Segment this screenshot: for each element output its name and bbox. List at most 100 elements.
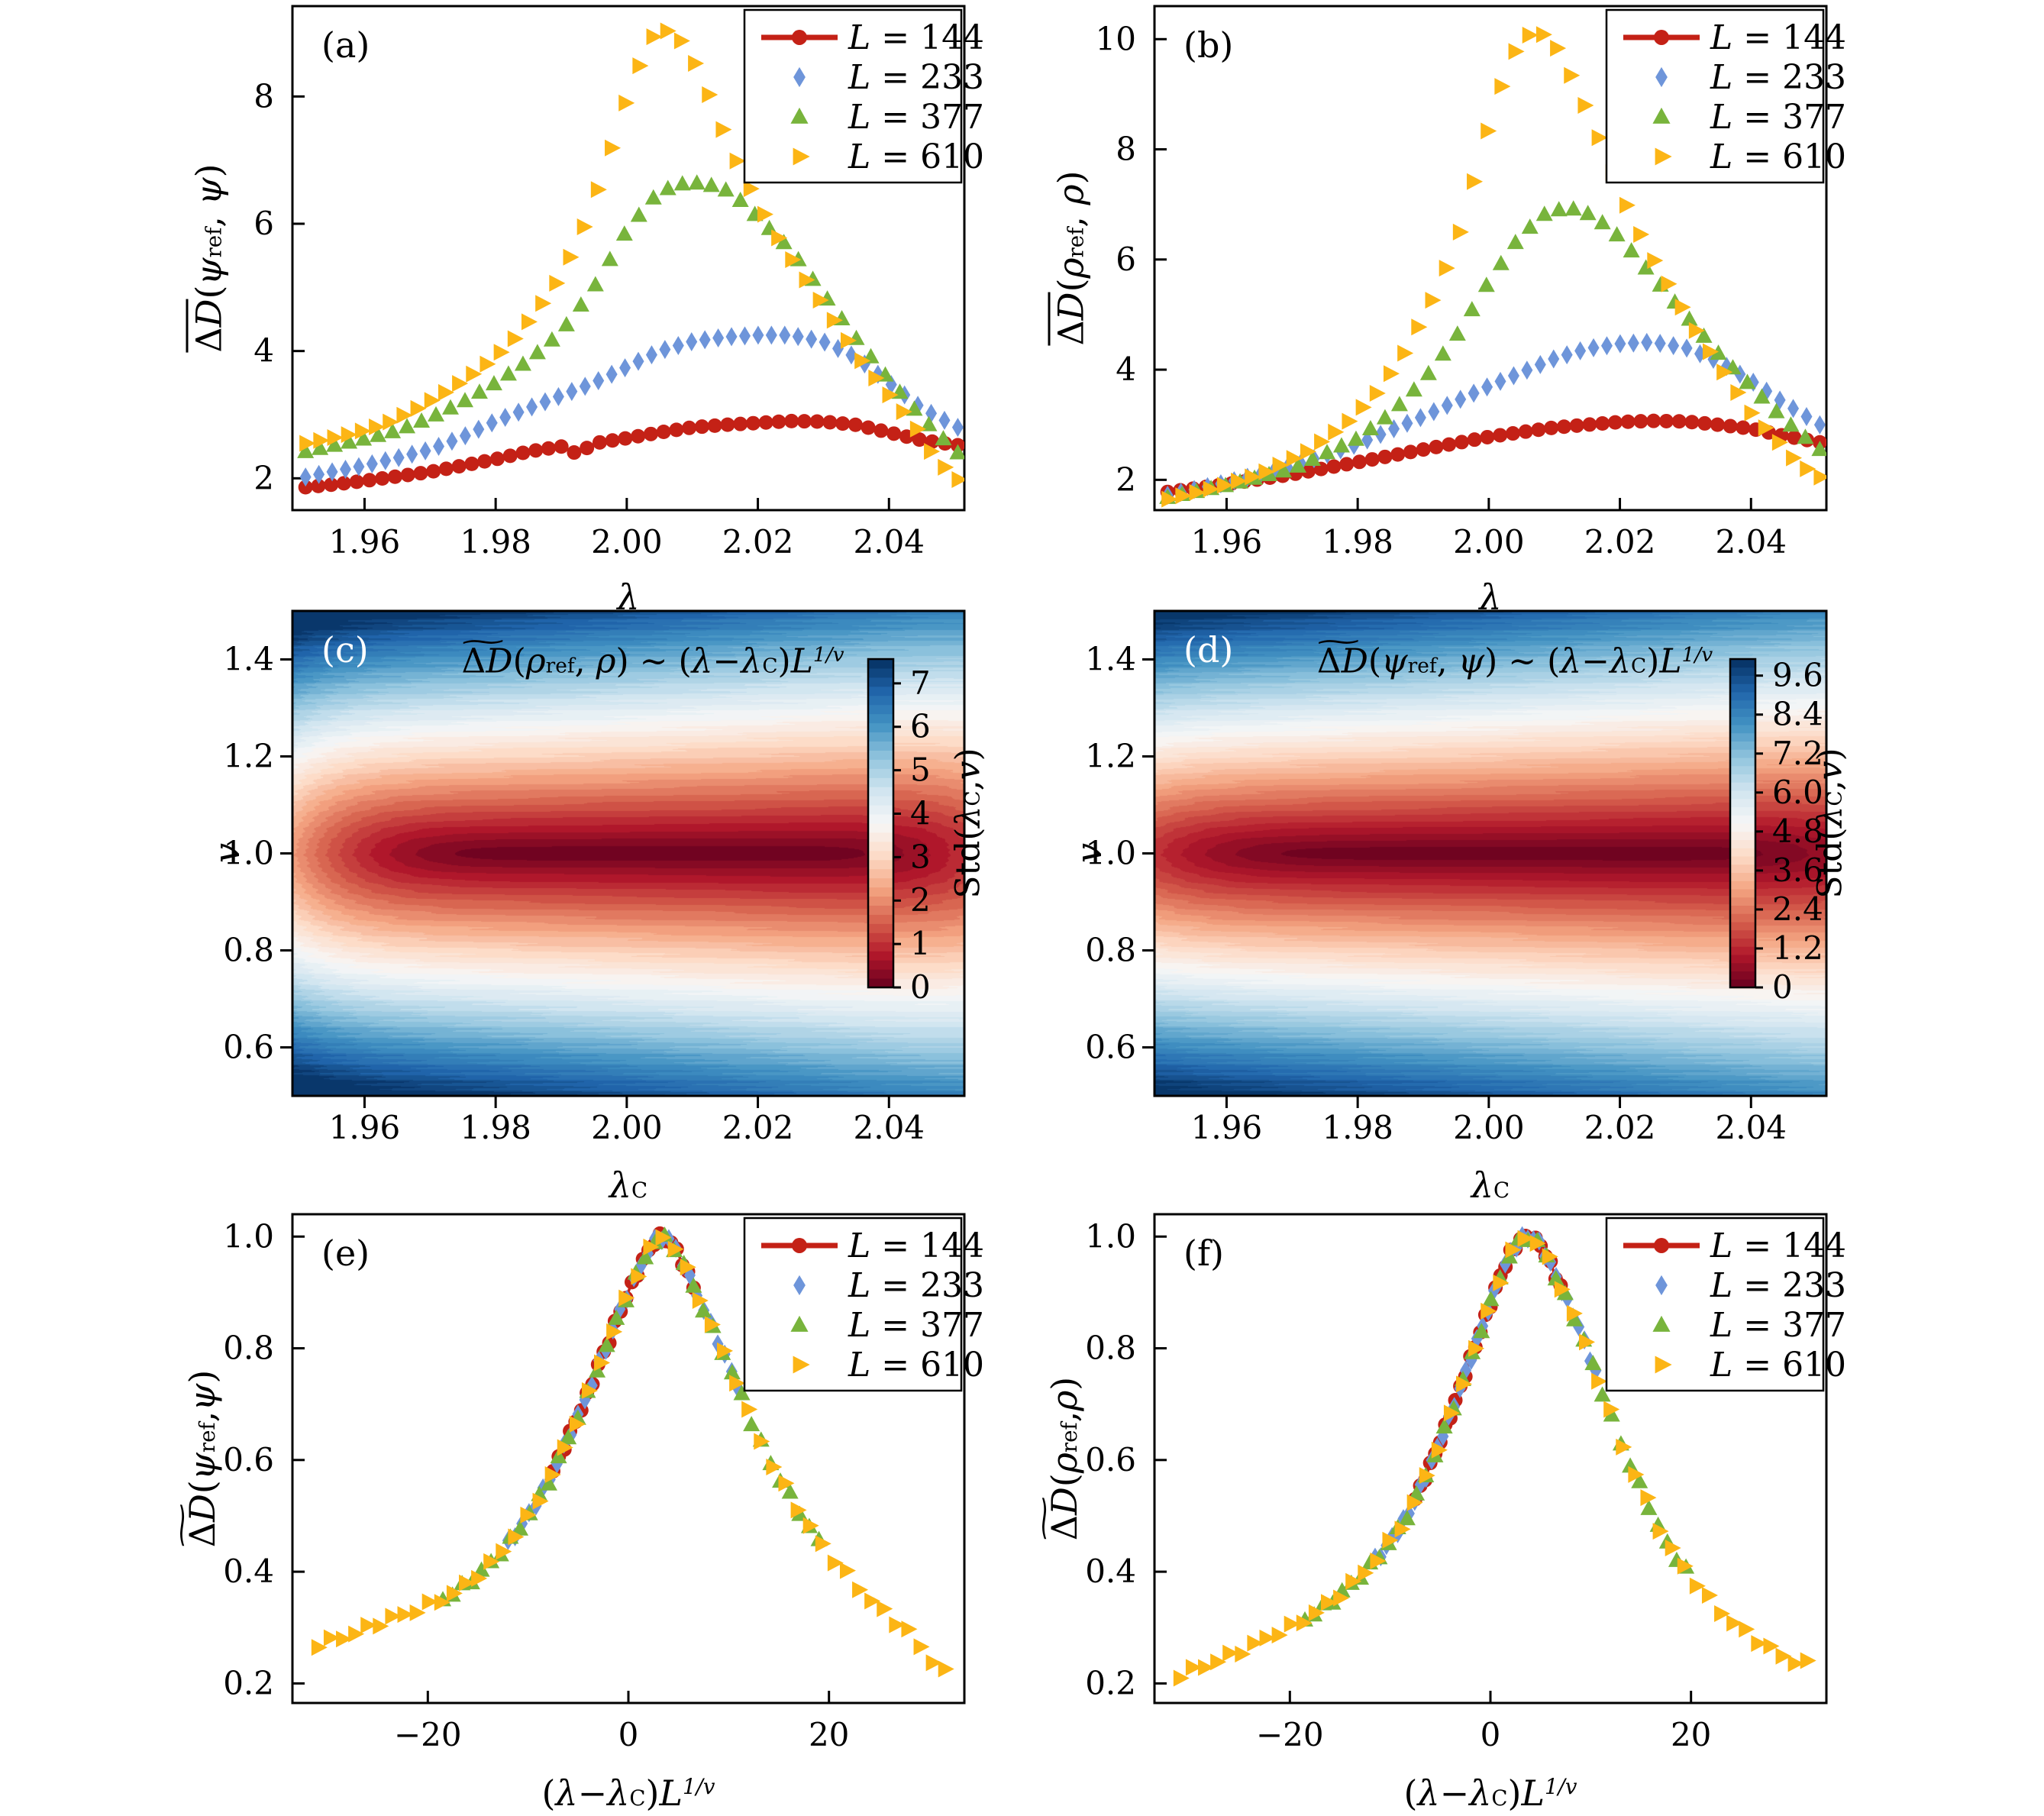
y-tick-label: 0.4 (1085, 1553, 1136, 1590)
x-tick-label: 2.02 (1584, 523, 1656, 561)
y-tick-label: 4 (253, 332, 274, 370)
y-tick-label: 2 (1116, 460, 1136, 498)
colorbar-label-d: Std(λC,v) (1810, 748, 1850, 899)
y-axis-label-b: ΔD(ρref, ρ) (1048, 170, 1092, 346)
panel-b-frame (1153, 5, 1828, 512)
heatmap-d-field (1154, 611, 1826, 1096)
x-tick-label: 2.02 (722, 1109, 794, 1146)
legend-marker-L144 (792, 30, 807, 45)
colorbar-tick-label: 4 (910, 794, 931, 832)
x-axis-label-b: λ (1479, 577, 1502, 618)
y-tick-label: 1.0 (1085, 835, 1136, 872)
legend-label-L377: L = 377 (1710, 1306, 1846, 1345)
series-L144 (298, 413, 964, 495)
legend-label-L233: L = 233 (1710, 58, 1846, 97)
colorbar-d: 01.22.43.64.86.07.28.49.6 (1729, 657, 1823, 1006)
y-tick-label: 8 (1116, 131, 1136, 168)
x-axis-label-f: (λ−λC)L1/v (1403, 1772, 1577, 1814)
y-tick-label: 10 (1096, 20, 1136, 57)
x-tick-label: 2.04 (1716, 1109, 1787, 1146)
x-tick-label: 1.96 (1191, 1109, 1263, 1146)
x-tick-label: 20 (809, 1716, 849, 1753)
legend-label-L610: L = 610 (848, 1346, 984, 1385)
panel-d-frame (1153, 609, 1828, 1097)
x-tick-label: 0 (618, 1716, 639, 1753)
panel-letter-a: (a) (321, 24, 370, 66)
legend-marker-L144 (1654, 1238, 1669, 1253)
legend-label-L144: L = 144 (1710, 1226, 1846, 1265)
colorbar-tick-label: 6.0 (1772, 774, 1823, 811)
x-tick-label: 2.04 (854, 1109, 925, 1146)
y-tick-label: 8 (253, 77, 274, 115)
y-tick-label: 1.0 (223, 1217, 274, 1255)
x-tick-label: −20 (394, 1716, 462, 1753)
legend-marker-L377 (1652, 107, 1671, 124)
panel-letter-b: (b) (1183, 24, 1234, 66)
heatmap-c-field (292, 611, 964, 1096)
x-axis-label-c: λC (609, 1165, 648, 1206)
y-tick-label: 0.6 (223, 1029, 274, 1066)
legend-marker-L233 (1655, 1275, 1668, 1296)
legend-label-L377: L = 377 (848, 1306, 984, 1345)
legend-label-L610: L = 610 (1710, 137, 1846, 176)
x-tick-label: 20 (1671, 1716, 1711, 1753)
y-tick-label: 1.0 (1085, 1217, 1136, 1255)
y-tick-label: 1.2 (1085, 738, 1136, 775)
legend-marker-L144 (792, 1238, 807, 1253)
y-axis-label-c: v (206, 843, 247, 863)
colorbar-tick-label: 8.4 (1772, 696, 1823, 733)
x-tick-label: 1.98 (1322, 523, 1393, 561)
panel-letter-d: (d) (1183, 629, 1234, 670)
series-L610 (1161, 26, 1826, 508)
y-tick-label: 1.4 (223, 641, 274, 678)
legend-marker-L377 (1652, 1315, 1671, 1332)
series-L610 (311, 1229, 954, 1678)
y-tick-label: 0.6 (223, 1441, 274, 1478)
y-axis-label-d: v (1068, 843, 1109, 863)
legend-marker-L144 (1654, 30, 1669, 45)
x-axis-label-d: λC (1471, 1165, 1510, 1206)
y-tick-label: 2 (253, 459, 274, 496)
y-axis-label-a: ΔD(ψref, ψ) (186, 163, 230, 353)
panel-c-frame (291, 609, 966, 1097)
colorbar-tick-label: 1 (910, 925, 931, 962)
x-tick-label: 2.00 (591, 523, 663, 561)
y-tick-label: 0.6 (1085, 1441, 1136, 1478)
x-tick-label: 2.04 (854, 523, 925, 561)
x-tick-label: 1.96 (329, 1109, 401, 1146)
colorbar-c: 0 1 2 3 4 5 6 7 (867, 658, 931, 1006)
colorbar-tick-label: 1.2 (1772, 929, 1823, 967)
y-tick-label: 0.6 (1085, 1029, 1136, 1066)
x-tick-label: 1.98 (460, 1109, 531, 1146)
panel-letter-f: (f) (1183, 1233, 1224, 1274)
y-axis-label-f: ∼ ΔD(ρref,ρ) (1028, 1376, 1085, 1546)
y-tick-label: 0.2 (1085, 1664, 1136, 1701)
y-tick-label: 0.8 (223, 1330, 274, 1367)
x-tick-label: 1.96 (329, 523, 401, 561)
y-tick-label: 0.4 (223, 1553, 274, 1590)
legend-label-L144: L = 144 (848, 18, 984, 57)
series-L610 (299, 22, 964, 488)
panel-letter-c: (c) (321, 629, 369, 670)
colorbar-tick-label: 2 (910, 881, 931, 919)
colorbar-tick-label: 9.6 (1772, 657, 1823, 694)
x-tick-label: −20 (1256, 1716, 1324, 1753)
series-L144 (1160, 413, 1826, 499)
legend-marker-L377 (790, 1315, 809, 1332)
legend-marker-L233 (793, 66, 806, 88)
y-axis-label-e: ∼ ΔD(ψref,ψ) (166, 1369, 223, 1553)
x-tick-label: 1.96 (1191, 523, 1263, 561)
legend-label-L377: L = 377 (1710, 98, 1846, 137)
panel-letter-e: (e) (321, 1233, 370, 1274)
legend-marker-L610 (793, 147, 810, 166)
colorbar-tick-label: 0 (910, 968, 931, 1006)
x-tick-label: 2.00 (591, 1109, 663, 1146)
y-tick-label: 0.8 (1085, 1330, 1136, 1367)
x-tick-label: 1.98 (1322, 1109, 1393, 1146)
x-axis-label-e: (λ−λC)L1/v (541, 1772, 715, 1814)
legend-marker-L233 (1655, 66, 1668, 88)
y-tick-label: 4 (1116, 351, 1136, 388)
y-tick-label: 0.2 (223, 1664, 274, 1701)
